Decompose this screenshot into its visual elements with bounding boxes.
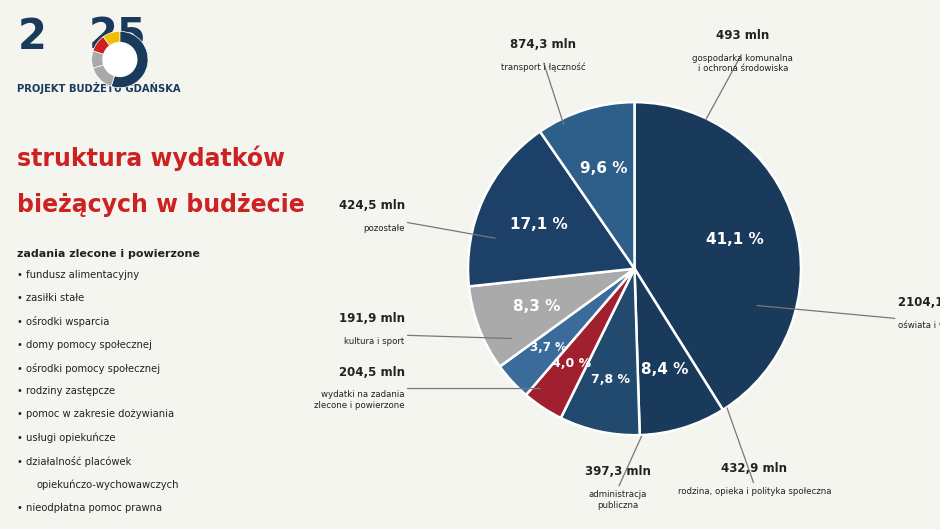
Text: 17,1 %: 17,1 % <box>510 217 568 232</box>
Text: administracja
publiczna: administracja publiczna <box>588 490 647 509</box>
Wedge shape <box>540 102 635 269</box>
Text: 191,9 mln: 191,9 mln <box>338 312 405 325</box>
Text: pozostałe: pozostałe <box>363 224 405 233</box>
Wedge shape <box>111 31 148 88</box>
Text: 397,3 mln: 397,3 mln <box>585 466 650 478</box>
Text: • pomoc w zakresie dożywiania: • pomoc w zakresie dożywiania <box>18 409 175 419</box>
Text: 25: 25 <box>88 16 147 58</box>
Text: transport i łączność: transport i łączność <box>501 62 586 72</box>
Circle shape <box>103 43 137 76</box>
Text: 3,7 %: 3,7 % <box>530 341 567 354</box>
Text: • działalność placówek: • działalność placówek <box>18 456 132 467</box>
Text: 204,5 mln: 204,5 mln <box>338 366 405 379</box>
Wedge shape <box>103 31 120 60</box>
Text: gospodarka komunalna
i ochrona środowiska: gospodarka komunalna i ochrona środowisk… <box>692 54 793 74</box>
Text: rodzina, opieka i polityka społeczna: rodzina, opieka i polityka społeczna <box>678 487 831 496</box>
Text: struktura wydatków: struktura wydatków <box>18 145 286 171</box>
Text: 432,9 mln: 432,9 mln <box>721 462 788 475</box>
Wedge shape <box>469 269 634 367</box>
Text: opiekuńczo-wychowawczych: opiekuńczo-wychowawczych <box>37 479 179 490</box>
Text: zadania zlecone i powierzone: zadania zlecone i powierzone <box>18 249 200 259</box>
Text: bieżących w budżecie: bieżących w budżecie <box>18 193 306 217</box>
Text: • ośrodki wsparcia: • ośrodki wsparcia <box>18 316 110 327</box>
Text: oświata i wychowanie: oświata i wychowanie <box>898 320 940 330</box>
Text: • zasiłki stałe: • zasiłki stałe <box>18 293 85 303</box>
Text: 2104,1 mln: 2104,1 mln <box>898 296 940 308</box>
Text: PROJEKT BUDŻETU GDAŃSKA: PROJEKT BUDŻETU GDAŃSKA <box>18 82 181 94</box>
Text: 4,0 %: 4,0 % <box>553 357 591 370</box>
Text: • rodziny zastępcze: • rodziny zastępcze <box>18 386 116 396</box>
Wedge shape <box>561 269 640 435</box>
Text: 874,3 mln: 874,3 mln <box>509 38 576 51</box>
Text: 8,4 %: 8,4 % <box>641 361 689 377</box>
Wedge shape <box>91 51 120 68</box>
Wedge shape <box>93 60 120 86</box>
Text: • usługi opiekuńcze: • usługi opiekuńcze <box>18 433 116 443</box>
Text: 41,1 %: 41,1 % <box>707 232 764 247</box>
Text: • ośrodki pomocy społecznej: • ośrodki pomocy społecznej <box>18 363 161 374</box>
Text: 8,3 %: 8,3 % <box>513 299 560 314</box>
Text: 424,5 mln: 424,5 mln <box>338 199 405 212</box>
Wedge shape <box>526 269 635 418</box>
Wedge shape <box>500 269 634 395</box>
Wedge shape <box>93 37 120 60</box>
Text: 9,6 %: 9,6 % <box>580 161 627 176</box>
Text: 7,8 %: 7,8 % <box>591 373 630 386</box>
Wedge shape <box>634 102 801 410</box>
Text: 2: 2 <box>18 16 46 58</box>
Wedge shape <box>468 132 634 286</box>
Text: • nieodpłatna pomoc prawna: • nieodpłatna pomoc prawna <box>18 503 163 513</box>
Text: • domy pomocy społecznej: • domy pomocy społecznej <box>18 340 152 350</box>
Wedge shape <box>634 269 723 435</box>
Text: 493 mln: 493 mln <box>716 29 769 42</box>
Text: kultura i sport: kultura i sport <box>344 337 405 346</box>
Text: • fundusz alimentacyjny: • fundusz alimentacyjny <box>18 270 139 280</box>
Text: wydatki na zadania
zlecone i powierzone: wydatki na zadania zlecone i powierzone <box>314 390 405 409</box>
